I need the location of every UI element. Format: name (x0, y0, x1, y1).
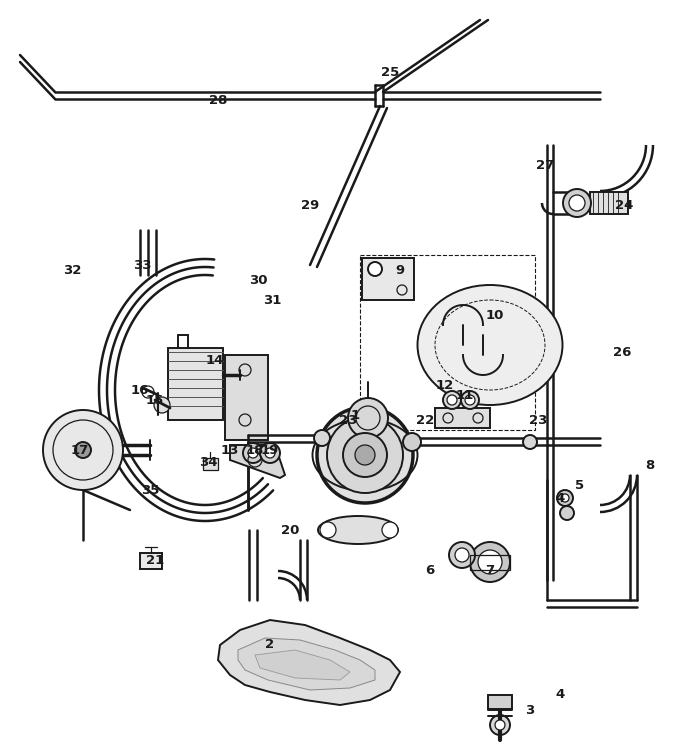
Polygon shape (230, 445, 285, 478)
Text: 20: 20 (281, 524, 299, 536)
Circle shape (478, 550, 502, 574)
Circle shape (320, 522, 336, 538)
Text: 13: 13 (220, 444, 239, 456)
Text: 4: 4 (555, 688, 565, 702)
Text: 14: 14 (206, 354, 224, 367)
Circle shape (455, 548, 469, 562)
Text: 22: 22 (416, 414, 434, 426)
Text: 7: 7 (485, 563, 495, 577)
Polygon shape (255, 650, 350, 680)
Text: 29: 29 (301, 198, 319, 212)
Polygon shape (435, 408, 490, 428)
Text: 24: 24 (615, 198, 634, 212)
Circle shape (327, 417, 403, 493)
Text: 15: 15 (146, 393, 164, 406)
Text: 23: 23 (339, 414, 357, 426)
Text: 12: 12 (436, 378, 454, 391)
Text: 31: 31 (262, 293, 281, 307)
Text: 21: 21 (146, 554, 164, 566)
Text: 1: 1 (351, 408, 360, 422)
Bar (488, 695, 512, 709)
Text: 2: 2 (265, 639, 274, 652)
Polygon shape (238, 638, 375, 690)
Text: 19: 19 (261, 444, 279, 456)
Bar (360, 255, 535, 430)
Text: 35: 35 (141, 483, 159, 497)
Text: 27: 27 (536, 159, 554, 171)
Circle shape (561, 494, 569, 502)
Circle shape (43, 410, 123, 490)
Bar (362, 258, 414, 300)
Text: 17: 17 (71, 444, 89, 456)
Circle shape (447, 395, 457, 405)
Text: 16: 16 (131, 384, 149, 396)
Circle shape (557, 490, 573, 506)
Circle shape (260, 443, 280, 463)
Text: 25: 25 (381, 66, 399, 79)
Text: 34: 34 (199, 456, 217, 468)
Circle shape (265, 448, 275, 458)
Circle shape (523, 435, 537, 449)
Circle shape (465, 395, 475, 405)
Polygon shape (225, 355, 268, 440)
Circle shape (403, 433, 421, 451)
Bar (168, 348, 223, 420)
Circle shape (243, 443, 263, 463)
Bar (590, 192, 628, 214)
Ellipse shape (318, 516, 398, 544)
Circle shape (348, 398, 388, 438)
Circle shape (368, 262, 382, 276)
Text: 10: 10 (486, 308, 504, 322)
Circle shape (314, 430, 330, 446)
Text: 26: 26 (612, 346, 631, 358)
Text: 11: 11 (456, 388, 474, 402)
Circle shape (449, 542, 475, 568)
Text: 32: 32 (63, 263, 81, 277)
Text: 4: 4 (555, 491, 565, 504)
Circle shape (495, 720, 505, 730)
Circle shape (154, 397, 170, 413)
Circle shape (355, 445, 375, 465)
Circle shape (248, 448, 258, 458)
Text: 5: 5 (575, 479, 584, 491)
Circle shape (569, 195, 585, 211)
Text: 28: 28 (209, 94, 228, 106)
Ellipse shape (417, 285, 563, 405)
Polygon shape (218, 620, 400, 705)
Circle shape (461, 391, 479, 409)
Text: 33: 33 (133, 259, 151, 272)
Bar (203, 458, 218, 470)
Circle shape (75, 442, 91, 458)
Text: 6: 6 (426, 563, 435, 577)
Text: 18: 18 (246, 444, 264, 456)
Circle shape (317, 407, 413, 503)
Bar (140, 553, 162, 569)
Circle shape (382, 522, 398, 538)
Circle shape (563, 189, 591, 217)
Text: 8: 8 (645, 459, 654, 471)
Circle shape (343, 433, 387, 477)
Text: 23: 23 (528, 414, 547, 426)
Circle shape (560, 506, 574, 520)
Text: 30: 30 (248, 274, 267, 286)
Circle shape (443, 391, 461, 409)
Circle shape (470, 542, 510, 582)
Text: 9: 9 (395, 263, 405, 277)
Circle shape (490, 715, 510, 735)
Text: 3: 3 (526, 704, 535, 717)
